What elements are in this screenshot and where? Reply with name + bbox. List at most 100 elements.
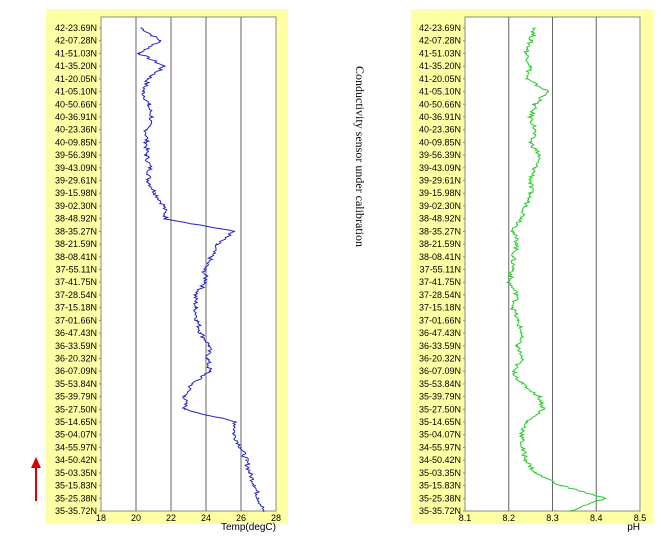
data-point <box>194 306 197 309</box>
y-tick-label: 40-50.66N <box>419 99 461 109</box>
y-tick-label: 35-27.50N <box>55 404 97 414</box>
y-tick-label: 41-05.10N <box>419 87 461 97</box>
y-tick-label: 35-15.83N <box>419 481 461 491</box>
y-tick-label: 42-23.69N <box>55 23 97 33</box>
up-arrow <box>31 457 41 501</box>
data-point <box>145 128 148 131</box>
y-tick-label: 38-35.27N <box>419 226 461 236</box>
data-point <box>560 484 563 487</box>
y-tick-label: 36-07.09N <box>55 366 97 376</box>
data-point <box>512 230 514 233</box>
y-tick-label: 34-55.97N <box>419 442 461 452</box>
x-axis-label: pH <box>627 522 640 533</box>
y-tick-label: 35-35.72N <box>55 506 97 516</box>
data-point <box>147 103 150 106</box>
data-point <box>547 90 549 93</box>
x-axis-label: Temp(degC) <box>221 522 276 533</box>
y-tick-label: 35-27.50N <box>419 404 461 414</box>
y-tick-label: 35-03.35N <box>55 468 97 478</box>
y-tick-label: 38-48.92N <box>55 214 97 224</box>
y-tick-label: 39-02.30N <box>55 201 97 211</box>
y-tick-label: 36-47.43N <box>55 328 97 338</box>
y-tick-label: 39-56.39N <box>55 150 97 160</box>
x-tick-label: 20 <box>131 513 141 523</box>
data-point <box>208 370 211 372</box>
data-point <box>145 141 148 144</box>
y-tick-label: 37-28.54N <box>55 290 97 300</box>
data-point <box>525 421 528 423</box>
y-tick-label: 34-50.42N <box>55 455 97 465</box>
ph-panel: 8.1 8.2 8.3 8.4 8.5pH 42-23.69N 42-07.28N 41-51… <box>411 9 653 533</box>
data-point <box>257 497 260 500</box>
data-point <box>542 408 545 411</box>
y-tick-label: 39-43.09N <box>55 163 97 173</box>
y-tick-label: 37-41.75N <box>55 277 97 287</box>
data-point <box>521 357 523 360</box>
y-tick-label: 38-08.41N <box>419 252 461 262</box>
y-tick-label: 42-23.69N <box>419 23 461 33</box>
data-point <box>521 433 523 436</box>
y-tick-label: 38-48.92N <box>419 214 461 224</box>
y-tick-label: 42-07.28N <box>419 36 461 46</box>
y-tick-label: 35-25.38N <box>55 493 97 503</box>
y-tick-label: 34-50.42N <box>419 455 461 465</box>
data-point <box>205 281 207 284</box>
data-point <box>159 39 162 42</box>
data-point <box>534 27 536 29</box>
data-point <box>534 128 536 131</box>
x-tick-label: 8.2 <box>502 513 515 523</box>
y-tick-label: 37-01.66N <box>419 315 461 325</box>
y-tick-label: 36-33.59N <box>419 341 461 351</box>
y-tick-label: 41-35.20N <box>55 61 97 71</box>
y-tick-label: 37-55.11N <box>420 265 461 275</box>
y-tick-label: 36-33.59N <box>55 341 97 351</box>
x-tick-label: 8.3 <box>546 513 559 523</box>
data-point <box>234 421 237 423</box>
data-point <box>525 205 528 207</box>
y-tick-label: 38-35.27N <box>55 226 97 236</box>
y-tick-label: 35-53.84N <box>419 379 461 389</box>
y-tick-label: 36-07.09N <box>419 366 461 376</box>
y-tick-label: 37-28.54N <box>419 290 461 300</box>
data-point <box>206 357 209 360</box>
x-tick-label: 26 <box>236 513 246 523</box>
data-point <box>604 497 606 500</box>
data-point <box>529 192 532 195</box>
y-tick-label: 35-39.79N <box>55 392 97 402</box>
data-point <box>203 268 206 271</box>
y-tick-label: 35-53.84N <box>55 379 97 389</box>
data-point <box>516 243 519 245</box>
y-tick-label: 40-09.85N <box>419 137 461 147</box>
y-tick-label: 35-15.83N <box>55 481 97 491</box>
x-tick-label: 24 <box>201 513 211 523</box>
y-tick-label: 37-41.75N <box>419 277 461 287</box>
y-tick-label: 36-47.43N <box>419 328 461 338</box>
data-point <box>248 472 251 474</box>
y-tick-label: 37-15.18N <box>419 303 461 313</box>
data-point <box>140 27 143 29</box>
data-point <box>208 344 211 347</box>
data-point <box>150 116 153 118</box>
x-tick-label: 28 <box>271 513 281 523</box>
y-tick-label: 35-04.07N <box>55 430 97 440</box>
data-point <box>525 52 528 55</box>
data-point <box>196 319 199 322</box>
y-tick-label: 39-02.30N <box>419 201 461 211</box>
data-point <box>149 167 151 169</box>
data-point <box>525 459 528 461</box>
data-point <box>262 510 265 512</box>
y-tick-label: 35-14.65N <box>419 417 461 427</box>
data-point <box>245 459 248 461</box>
y-tick-label: 41-20.05N <box>419 74 461 84</box>
data-point <box>507 281 510 284</box>
data-point <box>184 408 186 411</box>
data-point <box>521 217 523 220</box>
data-point <box>538 395 541 398</box>
y-tick-label: 40-09.85N <box>55 137 97 147</box>
data-point <box>516 294 519 296</box>
y-tick-label: 40-50.66N <box>55 99 97 109</box>
data-point <box>529 179 532 182</box>
y-tick-label: 39-15.98N <box>55 188 97 198</box>
data-point <box>521 383 523 385</box>
